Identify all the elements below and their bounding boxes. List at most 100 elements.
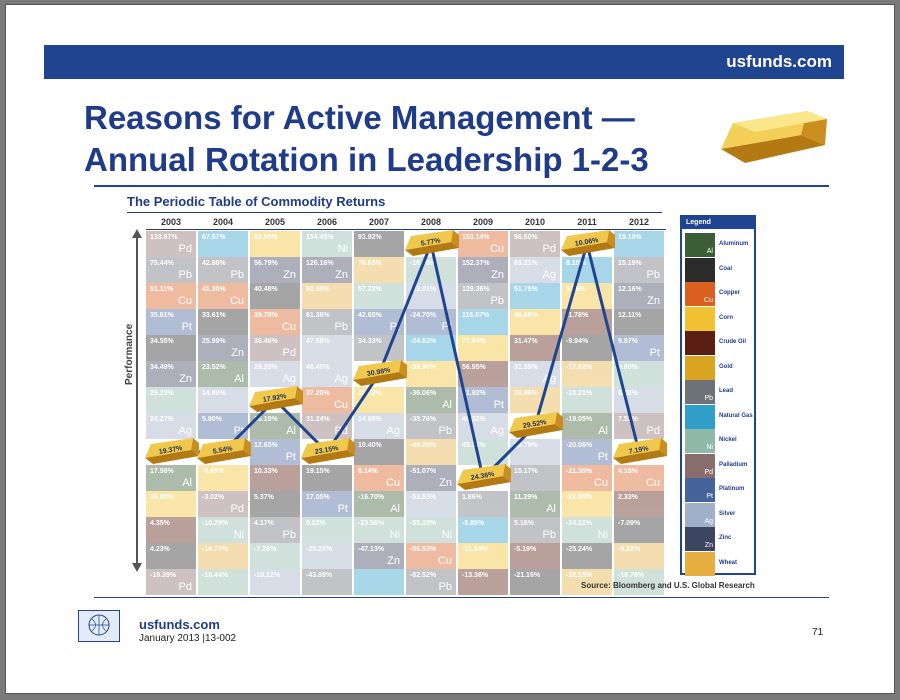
cell-return: -24.22% [566,520,593,527]
legend-item: Zn Zinc [685,527,753,551]
cell-symbol: Cu [593,477,608,489]
commodity-cell: -9.94% [562,335,612,361]
commodity-cell: -18.44% [198,569,248,595]
title-rule [94,185,829,187]
commodity-cell: 9.87% Pt [614,335,664,361]
cell-return: 29.96% [514,390,538,397]
cell-return: -18.39% [150,572,177,579]
commodity-cell: -7.26% [250,543,300,569]
cell-return: -38.90% [410,364,437,371]
cell-return: 5.90% [202,416,222,423]
cell-symbol: Ag [178,425,192,437]
commodity-cell: -21.55% [562,491,612,517]
legend: Legend Al Aluminum Coal Cu Copper Corn Crude O… [680,215,756,576]
commodity-cell: 4.17% Pb [250,517,300,543]
cell-return: 15.17% [514,468,538,475]
cell-return: -9.94% [566,338,589,345]
commodity-cell: 40.48% [250,283,300,309]
cell-return: 8.15% [566,260,586,267]
cell-symbol: Zn [491,269,504,281]
cell-return: 2.33% [618,494,638,501]
cell-return: 4.35% [150,520,170,527]
commodity-cell: -13.36% [458,569,508,595]
cell-symbol: Pt [285,451,296,463]
footer-site[interactable]: usfunds.com [139,617,220,632]
commodity-cell: 153.14% Cu [458,231,508,257]
cell-return: 31.24% [306,416,330,423]
cell-return: -11.34% [462,546,488,553]
commodity-cell: -10.29% Ni [198,517,248,543]
legend-name: Natural Gas [719,412,753,419]
legend-symbol: Ag [704,517,713,525]
footer-date: January 2013 |13-002 [139,633,237,644]
cell-return: 83.21% [514,260,538,267]
legend-name: Aluminum [719,241,749,247]
cell-return: -23.01% [410,286,437,293]
cell-return: 8.20% [618,390,638,397]
commodity-cell: 42.80% Pb [198,257,248,283]
cell-return: -1.78% [566,312,589,319]
legend-swatch: Zn [685,527,715,551]
legend-swatch: Pd [685,453,715,478]
cell-return: 42.80% [202,260,226,267]
gold-return-label: 10.06% [574,237,599,248]
cell-symbol: Pd [178,243,192,255]
cell-return: 0.02% [306,520,326,527]
header-site[interactable]: usfunds.com [726,52,832,71]
cell-return: 41.30% [202,286,226,293]
commodity-cell: -47.13% Zn [354,543,404,569]
commodity-cell: -7.09% [614,517,664,543]
cell-return: 29.23% [150,390,174,397]
gold-return-label: 19.37% [158,445,183,456]
cell-return: 17.05% [306,494,330,501]
gold-bar-marker: 29.52% [509,412,563,438]
cell-symbol: Al [442,399,452,411]
cell-symbol: Ag [386,425,400,437]
cell-symbol: Pb [542,529,556,541]
commodity-cell: -36.06% Al [406,387,456,413]
commodity-cell: 34.55% [146,335,196,361]
legend-item: Ag Silver [685,502,753,527]
commodity-cell: -9.22% [614,543,664,569]
cell-symbol: Pb [438,581,452,593]
commodity-cell: -56.53% Cu [406,543,456,569]
commodity-cell: 12.16% Zn [614,283,664,309]
commodity-cell: 5.37% [250,491,300,517]
commodity-cell: -49.29% [406,439,456,465]
commodity-cell: -10.12% [250,569,300,595]
cell-return: 51.92% [462,390,486,397]
cell-return: 19.15% [306,468,330,475]
legend-name: Gold [719,363,733,370]
cell-symbol: Cu [281,321,296,333]
legend-item: Al Aluminum [685,233,753,257]
cell-return: -16.77% [202,546,229,553]
commodity-cell: 129.36% Pb [458,283,508,309]
cell-return: 154.45% [306,234,334,241]
cell-symbol: Pt [493,399,504,411]
commodity-cell: -21.35% Cu [562,465,612,491]
cell-symbol: Al [390,503,400,515]
legend-name: Platinum [719,486,745,492]
cell-return: 46.68% [514,312,538,319]
cell-return: 75.44% [150,260,174,267]
legend-name: Wheat [719,559,737,566]
legend-swatch [685,257,715,282]
cell-symbol: Pt [597,451,608,463]
gold-path-line [171,238,641,481]
commodity-cell: -38.76% Pb [406,413,456,439]
cell-return: -32.15% [566,572,593,579]
commodity-cell: 46.40% Ag [302,361,352,387]
cell-symbol: Pd [178,581,192,593]
cell-return: 152.37% [462,260,490,267]
cell-return: -43.88% [306,572,333,579]
commodity-cell: 14.80% [198,387,248,413]
legend-name: Zinc [719,535,732,541]
commodity-cell: -21.16% [510,569,560,595]
cell-symbol: Zn [387,555,400,567]
legend-swatch: Pb [685,380,715,404]
legend-item: Ni Nickel [685,429,753,453]
commodity-cell: 33.61% [198,309,248,335]
commodity-cell: 4.23% [146,543,196,569]
commodity-cell: 10.40% [354,439,404,465]
cell-return: 96.60% [514,234,538,241]
